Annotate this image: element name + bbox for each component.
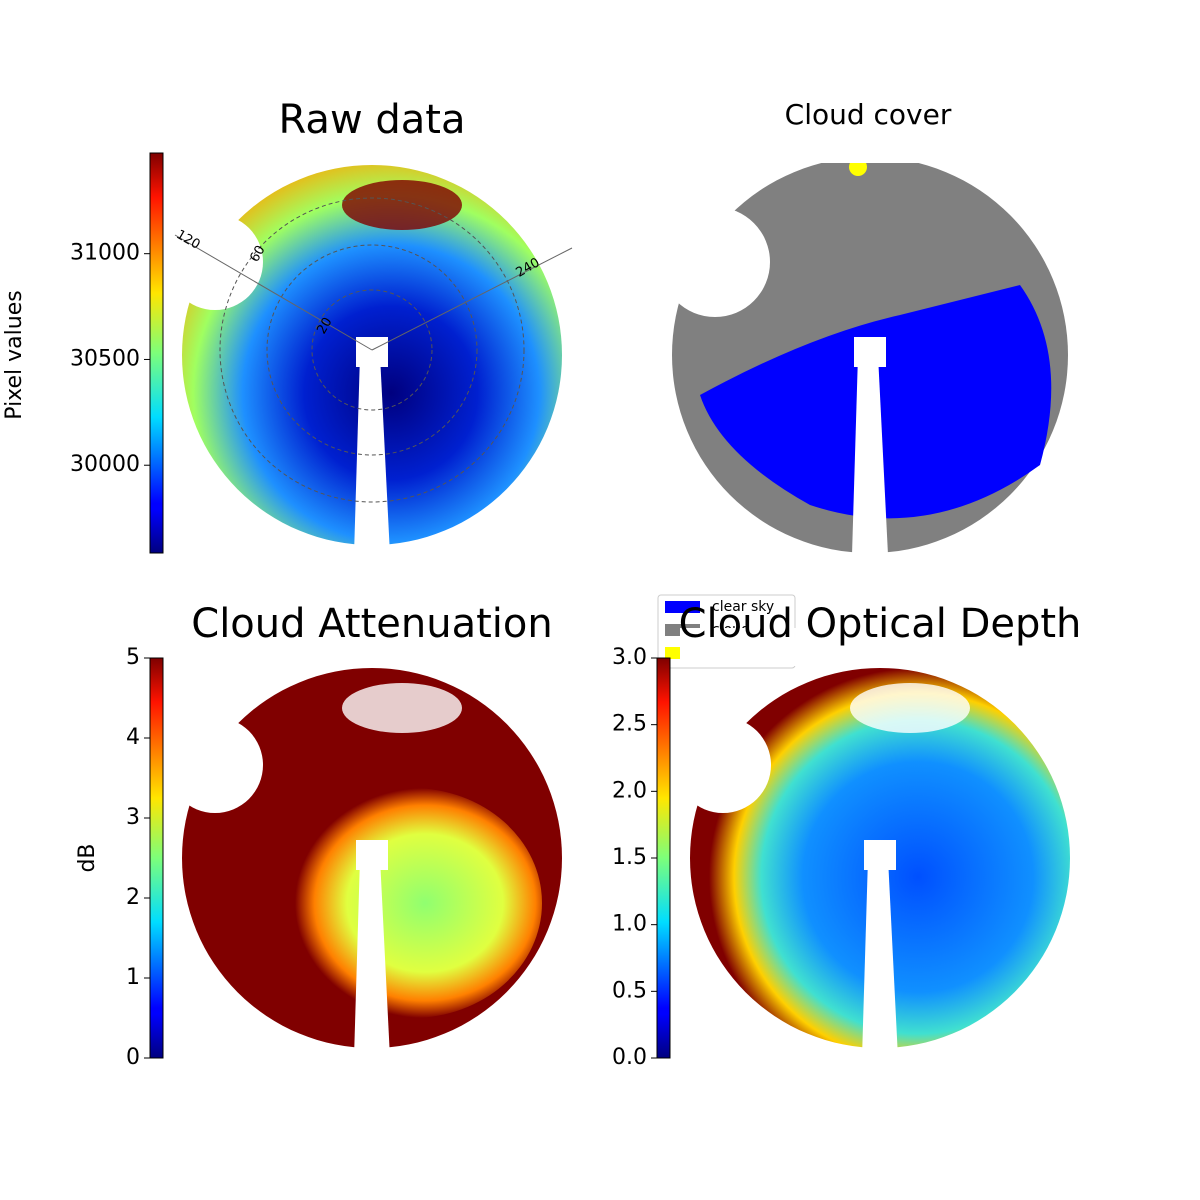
polar-axis (174, 234, 373, 351)
colorbar-tick-label: 3 (126, 805, 140, 830)
polar-ring (266, 244, 478, 456)
attenuation-region (282, 788, 542, 1018)
colorbar (656, 657, 671, 1059)
mask-top (172, 125, 572, 163)
mask-block (356, 337, 388, 367)
panel (167, 125, 572, 555)
polar-ring (219, 197, 525, 503)
colorbar-label: dB (75, 843, 100, 872)
colorbar-tick-label: 5 (126, 645, 140, 670)
polar-axis (371, 247, 573, 351)
cloud-patch (342, 683, 462, 733)
legend-swatch (665, 601, 700, 613)
colorbar-tick-label: 2.5 (612, 712, 647, 737)
mask-bite (167, 214, 263, 310)
colorbar-tick-label: 1.5 (612, 845, 647, 870)
colorbar-tick-label: 2 (126, 885, 140, 910)
mask-arm (852, 355, 888, 555)
colorbar-tick-label: 2.0 (612, 778, 647, 803)
colorbar (149, 152, 164, 554)
mask-block (854, 337, 886, 367)
mask-arm (354, 858, 390, 1058)
colorbar-tick-label: 30000 (70, 452, 140, 477)
cloud-patch (850, 683, 970, 733)
colorbar-label: Pixel values (2, 290, 27, 419)
colorbar-tick-label: 0.0 (612, 1045, 647, 1070)
cloud-patch (342, 180, 462, 230)
colorbar-tick-label: 3.0 (612, 645, 647, 670)
mask-top (670, 125, 1070, 163)
mask-bite (660, 207, 770, 317)
panel (675, 628, 1080, 1058)
mask-block (864, 840, 896, 870)
colorbar-tick-label: 30500 (70, 346, 140, 371)
panel-title: Raw data (279, 97, 466, 143)
colorbar (149, 657, 164, 1059)
mask-bite (167, 717, 263, 813)
colorbar-tick-label: 0 (126, 1045, 140, 1070)
legend-label: clear sky (712, 599, 774, 615)
mask-bite (675, 717, 771, 813)
panel-title: Cloud cover (785, 98, 952, 131)
polar-label: 20 (314, 315, 335, 337)
mask-top (680, 628, 1080, 666)
panel-title: Cloud Optical Depth (679, 601, 1082, 647)
mask-arm (862, 858, 898, 1058)
colorbar-tick-label: 4 (126, 725, 140, 750)
mask-block (356, 840, 388, 870)
panel (167, 628, 572, 1058)
panel-title: Cloud Attenuation (191, 601, 552, 647)
colorbar-tick-label: 0.5 (612, 978, 647, 1003)
colorbar-tick-label: 31000 (70, 241, 140, 266)
colorbar-tick-label: 1 (126, 965, 140, 990)
panel (660, 125, 1070, 555)
polar-label: 60 (247, 243, 268, 265)
mask-top (172, 628, 572, 666)
colorbar-tick-label: 1.0 (612, 912, 647, 937)
polar-ring (311, 289, 433, 411)
